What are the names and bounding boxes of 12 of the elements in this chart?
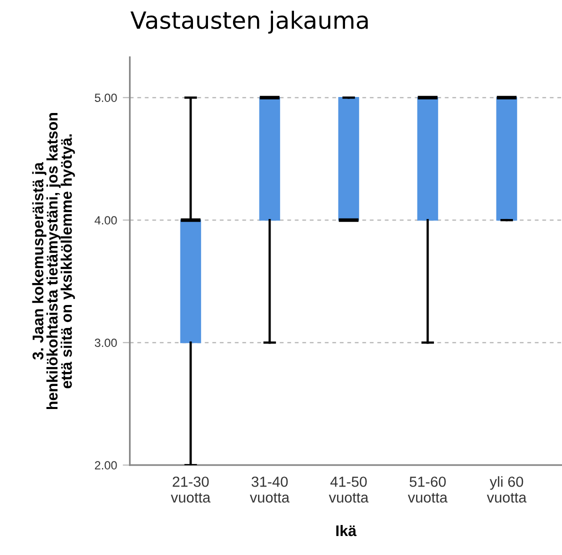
x-tick-label: 21-30 vuotta	[170, 476, 211, 503]
y-tick-label: 3.00	[94, 338, 117, 347]
y-tick-label: 2.00	[94, 461, 117, 470]
y-tick-label: 5.00	[94, 94, 117, 102]
x-tick-label: 41-50 vuotta	[328, 476, 369, 503]
x-tick-label: 31-40 vuotta	[250, 476, 290, 503]
y-axis-title: 3. Jaan kokemusperäistä ja henkilökohtaista tietämystäni, jos katson että siitä on yksikköllemme hyötyä.	[32, 113, 75, 410]
chart-title: Vastausten jakauma	[130, 10, 368, 34]
y-tick-label: 4.00	[94, 216, 117, 224]
x-tick-label: 51-60 vuotta	[408, 476, 448, 503]
x-axis-title: Ikä	[336, 524, 357, 536]
x-tick-label: yli 60 vuotta	[486, 476, 527, 503]
